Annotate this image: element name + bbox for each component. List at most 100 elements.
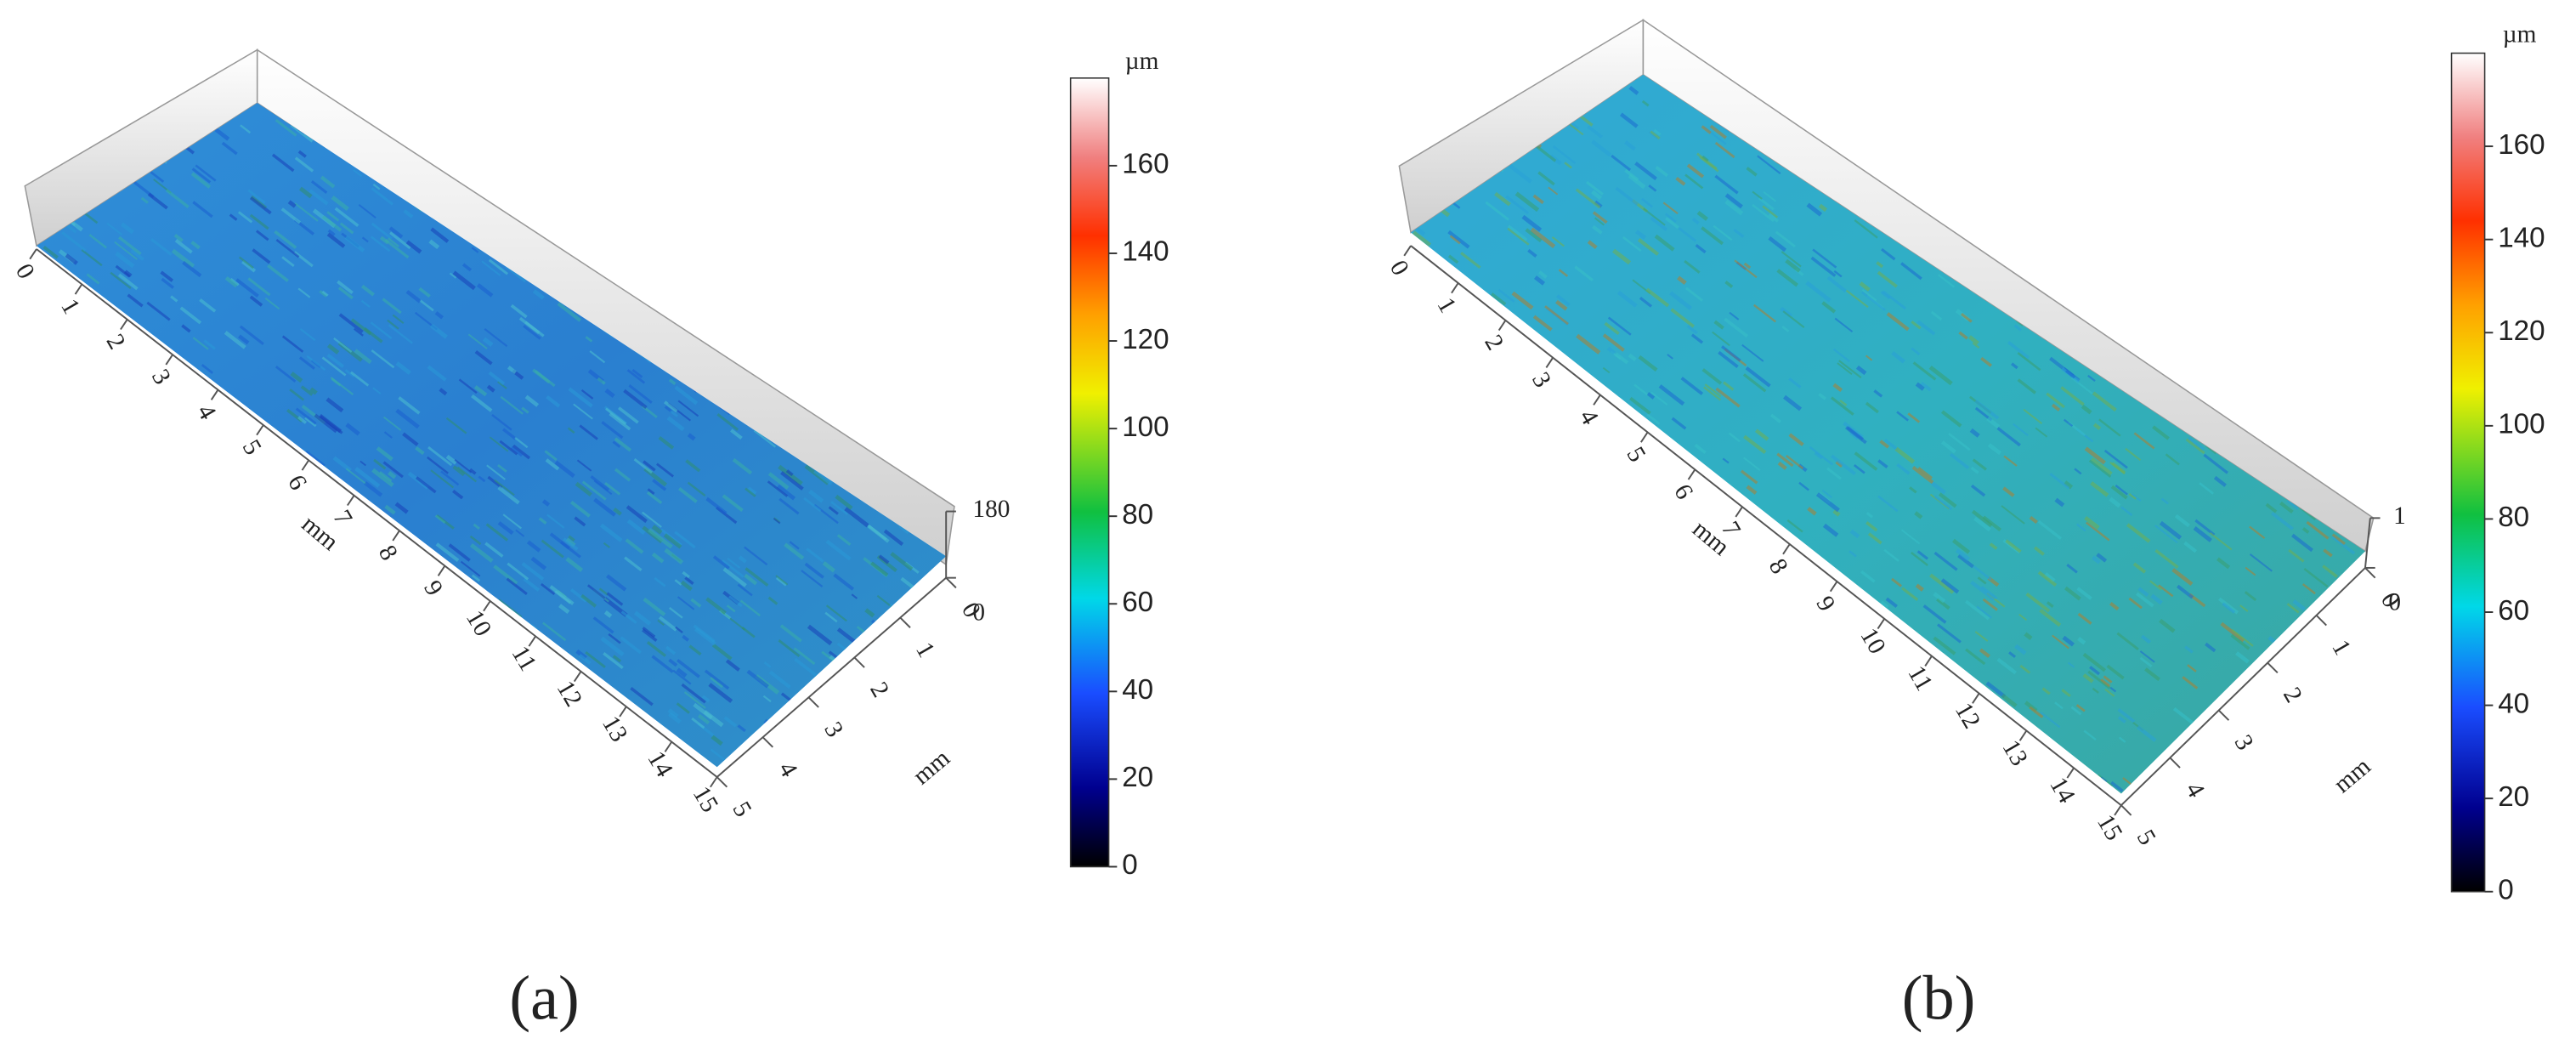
texture-streak [1894, 446, 1916, 464]
texture-streak [1955, 548, 1971, 561]
texture-streak [1854, 451, 1878, 471]
texture-streak [1548, 186, 1559, 196]
texture-streak [546, 513, 565, 529]
texture-streak [558, 667, 571, 678]
y-tick-label: 5 [727, 797, 756, 822]
texture-streak [688, 147, 704, 160]
texture-streak [2163, 329, 2171, 338]
texture-streak [808, 489, 824, 503]
texture-streak [445, 417, 467, 434]
texture-streak [229, 213, 238, 221]
texture-streak [455, 772, 474, 787]
texture-streak [2186, 310, 2194, 317]
texture-streak [1946, 74, 1962, 83]
texture-streak [1922, 791, 1939, 794]
texture-streak [552, 715, 566, 728]
colorbar-tick-label: 80 [1122, 499, 1153, 530]
texture-streak [648, 528, 673, 549]
y-axis-line [2120, 567, 2366, 806]
texture-streak [846, 139, 869, 158]
texture-streak [275, 239, 300, 258]
texture-streak [506, 577, 528, 595]
texture-streak [61, 231, 87, 252]
texture-streak [214, 128, 230, 141]
texture-streak [1894, 749, 1915, 766]
texture-streak [710, 676, 724, 689]
texture-streak [2182, 175, 2204, 194]
texture-streak [822, 561, 835, 573]
texture-streak [1896, 462, 1911, 475]
texture-streak [476, 283, 494, 298]
texture-streak [846, 670, 862, 684]
texture-streak [2191, 808, 2201, 815]
texture-streak [1865, 512, 1873, 519]
texture-streak [2200, 321, 2211, 332]
texture-streak [688, 220, 712, 240]
texture-streak [810, 706, 819, 715]
texture-streak [1758, 656, 1783, 677]
texture-streak [214, 757, 235, 768]
x-tick-label: 14 [2044, 773, 2081, 809]
texture-streak [1411, 303, 1432, 323]
texture-streak [1535, 658, 1557, 677]
texture-streak [1980, 586, 1998, 600]
texture-streak [2319, 345, 2344, 366]
texture-streak [1447, 230, 1470, 249]
texture-streak [399, 701, 418, 716]
texture-streak [897, 309, 914, 323]
texture-streak [903, 401, 917, 414]
texture-streak [875, 160, 887, 169]
texture-streak [235, 278, 259, 298]
texture-streak [2167, 337, 2187, 353]
texture-streak [1571, 629, 1594, 649]
texture-streak [1465, 678, 1482, 692]
texture-streak [732, 457, 753, 475]
texture-streak [1881, 247, 1896, 261]
x-tick [1877, 618, 1886, 630]
texture-streak [1426, 583, 1436, 593]
texture-streak [725, 659, 740, 672]
texture-streak [440, 470, 460, 486]
texture-streak [1628, 86, 1639, 95]
texture-streak [868, 439, 878, 447]
texture-streak [1432, 650, 1449, 664]
texture-streak [2162, 285, 2182, 301]
texture-streak [497, 381, 507, 389]
texture-streak [2109, 601, 2120, 611]
texture-streak [2297, 436, 2324, 458]
texture-streak [1420, 569, 1440, 584]
texture-streak [1624, 140, 1636, 151]
texture-streak [590, 475, 610, 491]
texture-streak [524, 394, 540, 407]
texture-streak [150, 542, 167, 556]
texture-streak [1783, 394, 1803, 411]
texture-streak [2054, 497, 2065, 508]
colorbar-tick-label: 0 [2498, 875, 2513, 906]
texture-streak [238, 334, 250, 345]
texture-streak [2352, 255, 2365, 275]
texture-streak [1826, 467, 1842, 480]
texture-streak [87, 610, 103, 625]
texture-streak [2214, 392, 2234, 409]
texture-streak [1589, 638, 1604, 650]
texture-streak [1843, 744, 1867, 763]
texture-streak [793, 353, 805, 364]
texture-streak [591, 692, 601, 701]
texture-streak [360, 299, 371, 308]
texture-streak [2324, 362, 2335, 372]
texture-streak [2303, 87, 2314, 96]
texture-streak [805, 149, 818, 160]
texture-streak [173, 397, 191, 412]
texture-streak [651, 525, 663, 535]
texture-streak [1859, 281, 1871, 292]
texture-streak [871, 264, 894, 284]
texture-streak [629, 251, 641, 261]
texture-streak [65, 474, 75, 483]
texture-streak [432, 644, 456, 664]
texture-streak [72, 380, 84, 390]
texture-streak [2184, 645, 2194, 654]
texture-streak [2331, 535, 2356, 555]
texture-streak [2269, 252, 2289, 268]
texture-streak [204, 494, 219, 507]
texture-streak [1814, 114, 1826, 124]
